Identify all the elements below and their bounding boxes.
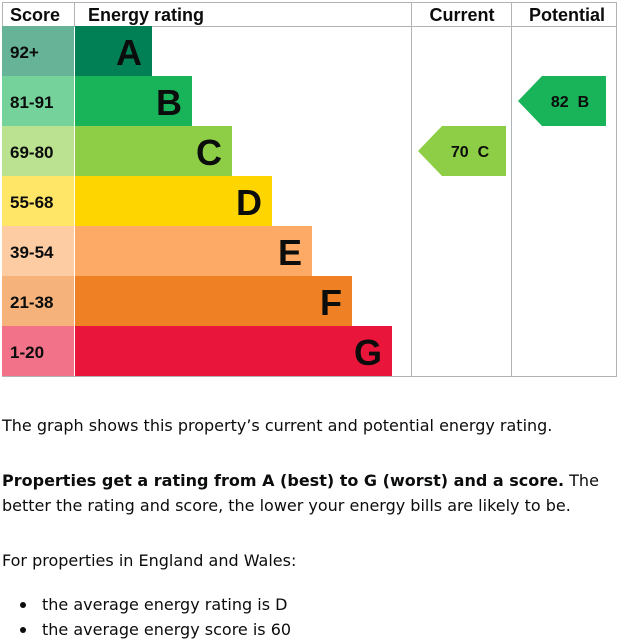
current-column-header: Current [429, 5, 494, 25]
potential-rating-label: 82 B [551, 94, 589, 111]
score-cell-c [2, 126, 74, 176]
score-cell-a [2, 26, 74, 76]
score-range-label: 92+ [10, 43, 39, 62]
energy-rating-chart: Score Energy rating Current Potential 92… [2, 2, 617, 377]
average-rating-text: the average energy rating is D [42, 595, 288, 614]
rating-explanation-bold: Properties get a rating from A (best) to… [2, 471, 565, 490]
rating-letter: G [354, 332, 382, 373]
rating-letter: B [156, 82, 182, 123]
potential-marker [518, 76, 606, 126]
averages-list: the average energy rating is D the avera… [0, 592, 291, 642]
list-item: the average energy score is 60 [0, 617, 291, 642]
bullet-icon [20, 627, 26, 633]
score-range-label: 69-80 [10, 143, 53, 162]
score-cell-e [2, 226, 74, 276]
rating-letter: C [196, 132, 222, 173]
score-range-label: 55-68 [10, 193, 53, 212]
rating-bands: 92+ A 81-91 B 69-80 C 55-68 D 39-54 E 21-38 F 1-20 G [2, 26, 392, 376]
list-item: the average energy rating is D [0, 592, 291, 617]
energy-rating-column-header: Energy rating [88, 5, 204, 25]
rating-bar-c [75, 126, 232, 176]
rating-bar-e [75, 226, 312, 276]
rating-explanation: Properties get a rating from A (best) to… [2, 468, 614, 518]
rating-letter: F [320, 282, 342, 323]
rating-letter: A [116, 32, 142, 73]
rating-letter: E [278, 232, 302, 273]
score-cell-f [2, 276, 74, 326]
score-cell-b [2, 76, 74, 126]
average-score-text: the average energy score is 60 [42, 620, 292, 639]
rating-explanation-rest: The better the rating and score, the low… [2, 471, 599, 515]
rating-bar-f [75, 276, 352, 326]
bullet-icon [20, 602, 26, 608]
potential-column-header: Potential [529, 5, 605, 25]
england-wales-intro: For properties in England and Wales: [2, 551, 297, 570]
graph-description: The graph shows this property’s current … [2, 416, 553, 435]
score-cell-d [2, 176, 74, 226]
rating-bar-g [75, 326, 392, 376]
rating-letter: D [236, 182, 262, 223]
rating-markers: 70 C 82 B [418, 76, 606, 176]
rating-bar-a [75, 26, 152, 76]
score-column-header: Score [10, 5, 60, 25]
current-rating-label: 70 C [451, 144, 490, 161]
rating-bar-d [75, 176, 272, 226]
rating-bar-b [75, 76, 192, 126]
score-range-label: 39-54 [10, 243, 54, 262]
score-range-label: 81-91 [10, 93, 53, 112]
current-marker [418, 126, 506, 176]
score-range-label: 21-38 [10, 293, 53, 312]
score-cell-g [2, 326, 74, 376]
score-range-label: 1-20 [10, 343, 44, 362]
